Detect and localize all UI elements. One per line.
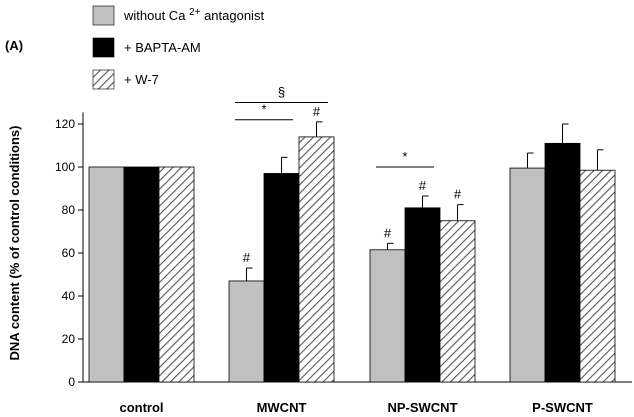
y-tick-label: 0 [68,375,75,389]
legend: without Ca 2+ antagonist + BAPTA-AM + W-7 [92,5,264,90]
bar [369,249,406,383]
significance-marker: # [454,187,462,202]
bars [88,136,616,383]
category-labels: control MWCNT NP-SWCNT P-SWCNT [119,400,592,415]
legend-label: + W-7 [124,72,159,87]
bar [544,142,581,383]
legend-label: + BAPTA-AM [124,40,201,55]
error-bars [246,121,604,281]
significance-marker: # [384,225,392,240]
bar [298,136,335,383]
bar [88,166,125,383]
significance-annotations: # # # # # * § * [235,85,462,265]
significance-marker: # [243,250,251,265]
y-axis-label: DNA content (% of control conditions) [7,126,22,361]
x-tick-label: MWCNT [257,400,307,415]
y-tick-label: 40 [62,289,76,303]
comparison-symbol: § [278,85,285,100]
x-tick-label: NP-SWCNT [387,400,457,415]
bar [158,166,195,383]
panel-label: (A) [5,38,23,53]
y-tick-label: 20 [62,332,76,346]
comparison-symbol: * [261,102,266,117]
bar [123,166,160,383]
legend-swatch [92,37,115,58]
bar [263,173,300,383]
bar [579,169,616,383]
x-tick-label: P-SWCNT [532,400,593,415]
legend-swatch [92,69,115,90]
bar [228,280,265,383]
significance-marker: # [313,104,321,119]
significance-marker: # [419,178,427,193]
bar [404,207,441,383]
legend-swatch [92,5,115,26]
bar [439,220,476,383]
bar [509,167,546,383]
x-tick-label: control [119,400,163,415]
comparison-symbol: * [402,149,407,164]
legend-label: without Ca 2+ antagonist [123,7,264,23]
y-tick-label: 100 [55,160,75,174]
y-tick-label: 80 [62,203,76,217]
y-tick-label: 60 [62,246,76,260]
y-tick-label: 120 [55,117,75,131]
